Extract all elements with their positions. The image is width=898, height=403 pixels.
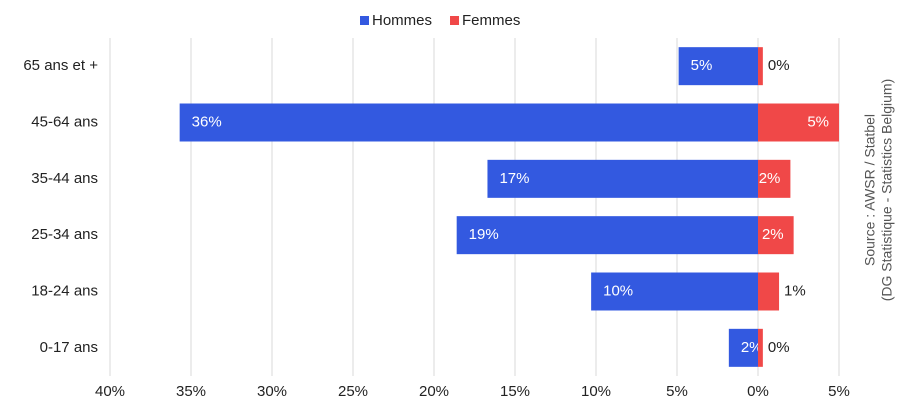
x-tick-label: 15% (500, 383, 530, 400)
bar (728, 328, 758, 367)
bar (758, 103, 839, 142)
data-label: 5% (691, 57, 713, 74)
data-label: 2% (762, 226, 784, 243)
bar (678, 47, 758, 86)
x-tick-label: 20% (419, 383, 449, 400)
data-label: 0% (768, 57, 790, 74)
x-tick-label: 0% (747, 383, 769, 400)
bar (487, 159, 758, 198)
bar (758, 272, 780, 311)
bar (591, 272, 758, 311)
bar (758, 328, 763, 367)
bar (758, 159, 791, 198)
x-tick-label: 5% (666, 383, 688, 400)
bar (758, 47, 763, 86)
data-label: 2% (759, 170, 781, 187)
x-tick-label: 25% (338, 383, 368, 400)
data-label: 10% (603, 282, 633, 299)
source-line: Source : AWSR / Statbel (862, 114, 878, 266)
data-label: 5% (807, 113, 829, 130)
y-tick-label: 35-44 ans (31, 170, 98, 187)
y-tick-label: 0-17 ans (40, 339, 98, 356)
y-tick-label: 18-24 ans (31, 282, 98, 299)
x-tick-label: 30% (257, 383, 287, 400)
legend-swatch (360, 16, 369, 25)
legend-label: Hommes (372, 12, 432, 29)
y-tick-label: 45-64 ans (31, 113, 98, 130)
data-label: 17% (499, 170, 529, 187)
bar (758, 216, 794, 255)
x-tick-label: 5% (828, 383, 850, 400)
bar (456, 216, 758, 255)
source-note: Source : AWSR / Statbel (DG Statistique … (862, 79, 895, 302)
data-label: 19% (469, 226, 499, 243)
x-tick-label: 40% (95, 383, 125, 400)
y-tick-label: 65 ans et + (23, 57, 98, 74)
bar (179, 103, 758, 142)
data-label: 2% (741, 339, 763, 356)
data-label: 0% (768, 339, 790, 356)
legend-swatch (450, 16, 460, 25)
source-line: (DG Statistique - Statistics Belgium) (879, 79, 895, 302)
data-label: 36% (192, 113, 222, 130)
y-tick-label: 25-34 ans (31, 226, 98, 243)
x-tick-label: 10% (581, 383, 611, 400)
data-label: 1% (784, 282, 806, 299)
legend-label: Femmes (462, 12, 520, 29)
x-tick-label: 35% (176, 383, 206, 400)
